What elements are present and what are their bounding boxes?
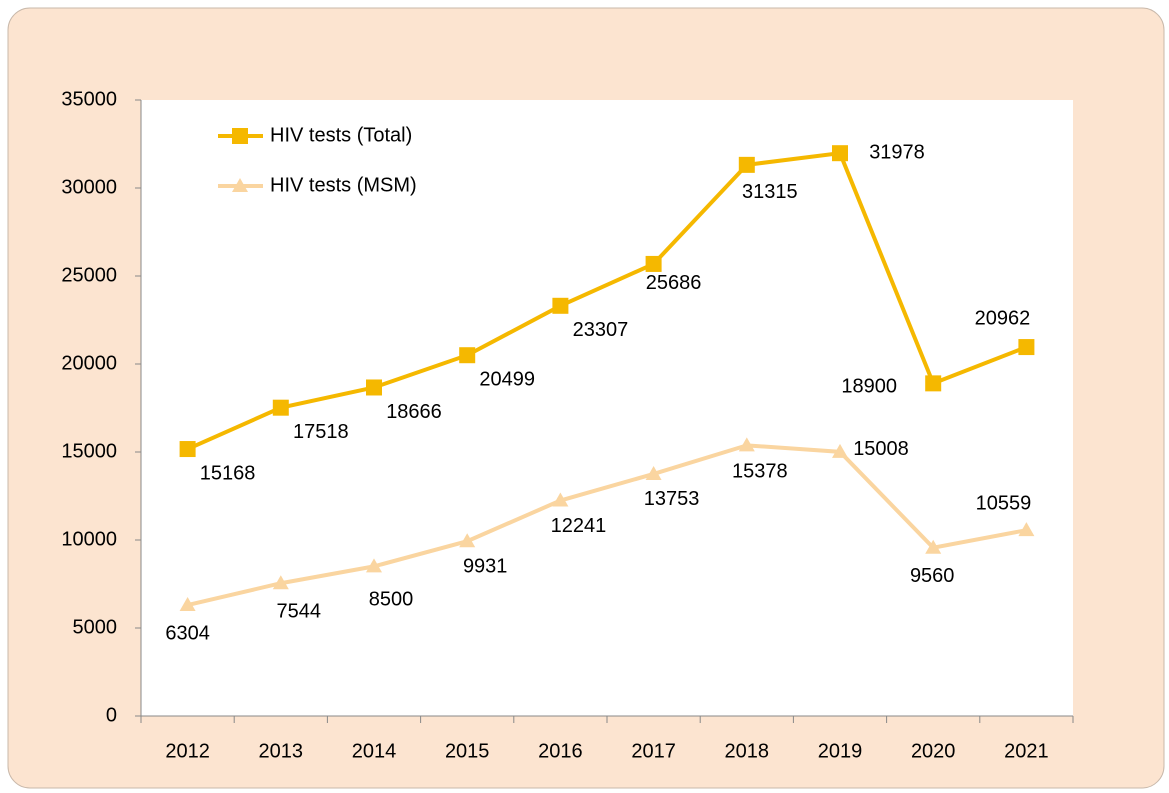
data-label: 6304 bbox=[165, 622, 210, 644]
y-tick-label: 15000 bbox=[61, 440, 117, 462]
y-tick-label: 5000 bbox=[73, 616, 118, 638]
x-tick-label: 2021 bbox=[1004, 740, 1049, 762]
data-label: 31978 bbox=[869, 141, 925, 163]
point-marker bbox=[366, 379, 382, 396]
data-label: 18900 bbox=[841, 376, 897, 398]
plot-area bbox=[141, 100, 1073, 716]
point-marker bbox=[272, 399, 289, 416]
data-label: 10559 bbox=[976, 492, 1032, 514]
x-tick-label: 2014 bbox=[352, 740, 397, 762]
data-label: 20962 bbox=[975, 307, 1031, 329]
point-marker bbox=[552, 297, 569, 314]
legend-label: HIV tests (MSM) bbox=[270, 174, 417, 196]
point-marker bbox=[738, 156, 755, 173]
x-tick-label: 2018 bbox=[725, 740, 770, 762]
point-marker bbox=[459, 533, 476, 548]
y-tick-label: 35000 bbox=[61, 88, 117, 110]
point-marker bbox=[1018, 339, 1035, 356]
point-marker bbox=[738, 437, 755, 452]
series-line bbox=[187, 443, 1027, 607]
point-marker bbox=[925, 539, 942, 554]
y-tick-label: 30000 bbox=[61, 176, 117, 198]
x-tick-label: 2012 bbox=[165, 740, 210, 762]
point-marker bbox=[179, 441, 196, 458]
data-label: 25686 bbox=[646, 272, 702, 294]
series-line bbox=[186, 151, 1028, 451]
y-tick-label: 0 bbox=[106, 704, 117, 726]
point-marker bbox=[925, 375, 942, 392]
y-tick-label: 20000 bbox=[61, 352, 117, 374]
x-tick-label: 2015 bbox=[445, 740, 490, 762]
point-marker bbox=[832, 443, 848, 458]
x-tick-label: 2020 bbox=[911, 740, 956, 762]
data-label: 8500 bbox=[369, 589, 414, 611]
data-label: 31315 bbox=[742, 181, 798, 203]
point-marker bbox=[179, 597, 196, 612]
x-tick-label: 2019 bbox=[818, 740, 863, 762]
data-label: 20499 bbox=[479, 368, 535, 390]
y-tick-label: 10000 bbox=[61, 528, 117, 550]
data-label: 9931 bbox=[463, 555, 508, 577]
data-label: 17518 bbox=[293, 421, 349, 443]
point-marker bbox=[272, 575, 289, 590]
data-label: 9560 bbox=[910, 565, 955, 587]
point-marker bbox=[232, 178, 248, 192]
x-tick-label: 2013 bbox=[259, 740, 304, 762]
point-marker bbox=[1018, 522, 1035, 537]
point-marker bbox=[366, 558, 382, 573]
x-tick-label: 2016 bbox=[538, 740, 583, 762]
data-label: 15168 bbox=[200, 462, 256, 484]
data-label: 7544 bbox=[277, 601, 322, 623]
point-marker bbox=[645, 255, 662, 272]
point-marker bbox=[232, 128, 248, 144]
y-tick-label: 25000 bbox=[61, 264, 117, 286]
legend-label: HIV tests (Total) bbox=[270, 124, 412, 146]
point-marker bbox=[459, 347, 476, 364]
point-marker bbox=[552, 492, 569, 507]
data-label: 15008 bbox=[853, 438, 909, 460]
point-marker bbox=[645, 465, 662, 480]
point-marker bbox=[832, 145, 848, 162]
data-label: 23307 bbox=[573, 319, 629, 341]
data-label: 12241 bbox=[551, 515, 607, 537]
data-label: 15378 bbox=[732, 461, 788, 483]
x-tick-label: 2017 bbox=[631, 740, 676, 762]
data-label: 13753 bbox=[644, 488, 700, 510]
data-label: 18666 bbox=[386, 401, 442, 423]
